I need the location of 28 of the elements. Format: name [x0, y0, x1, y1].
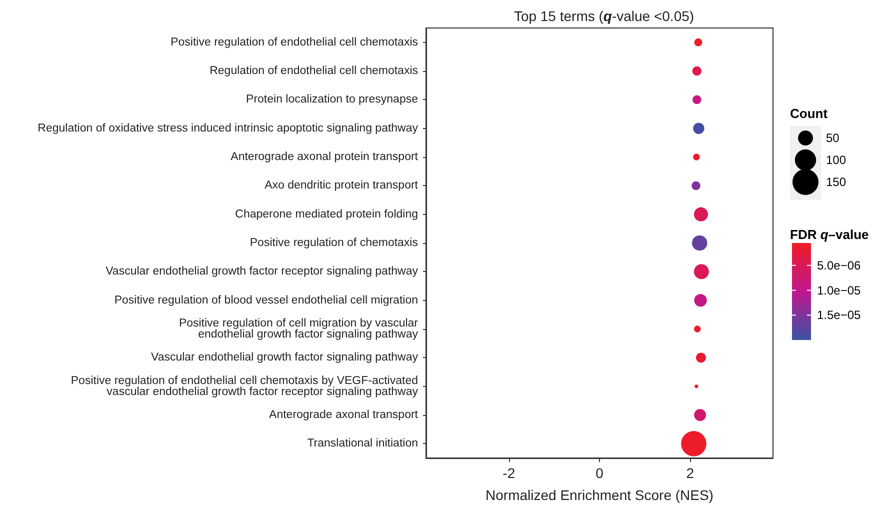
y-tick-label: Chaperone mediated protein folding — [235, 208, 418, 220]
y-tick-label: Positive regulation of chemotaxis — [250, 237, 418, 249]
legend-label: 50 — [826, 131, 840, 145]
y-tick-label: Positive regulation of endothelial cell chemotaxis — [170, 36, 418, 48]
color-bar-label: 1.5e−05 — [817, 308, 862, 322]
y-tick-label: Positive regulation of blood vessel endothelial cell migration — [114, 294, 418, 306]
color-bar-title: FDR q–value — [790, 227, 869, 242]
x-tick-label: 2 — [686, 465, 694, 481]
legend-label: 100 — [826, 153, 846, 167]
y-tick-label: Translational initiation — [307, 438, 418, 450]
y-tick-label: Positive regulation of endothelial cell chemotaxis by VEGF-activated vascular endothelial growth factor receptor signaling pathway — [70, 374, 418, 398]
y-tick-label: Regulation of endothelial cell chemotaxis — [210, 65, 418, 77]
x-axis-title: Normalized Enrichment Score (NES) — [486, 487, 714, 503]
x-tick-label: 0 — [596, 465, 604, 481]
y-tick-label: Axo dendritic protein transport — [264, 180, 419, 192]
legend-label: 150 — [826, 175, 846, 189]
y-tick-label: Anterograde axonal protein transport — [230, 151, 419, 163]
legend-title: Count — [790, 106, 828, 121]
color-bar-label: 5.0e−06 — [817, 258, 862, 272]
y-tick-label: Anterograde axonal transport — [269, 409, 419, 421]
y-tick-label: Positive regulation of cell migration by vascular endothelial growth factor signaling pathway — [178, 318, 418, 340]
color-bar-label: 1.0e−05 — [817, 283, 862, 298]
x-tick-label: -2 — [502, 465, 516, 481]
y-tick-label: Protein localization to presynapse — [246, 94, 418, 106]
chart-title: Top 15 terms (q-value <0.05) — [514, 8, 694, 24]
y-tick-label: Regulation of oxidative stress induced intrinsic apoptotic signaling pathway — [38, 122, 418, 134]
y-tick-label: Vascular endothelial growth factor signaling pathway — [151, 352, 418, 364]
y-tick-label: Vascular endothelial growth factor receptor signaling pathway — [106, 266, 418, 278]
